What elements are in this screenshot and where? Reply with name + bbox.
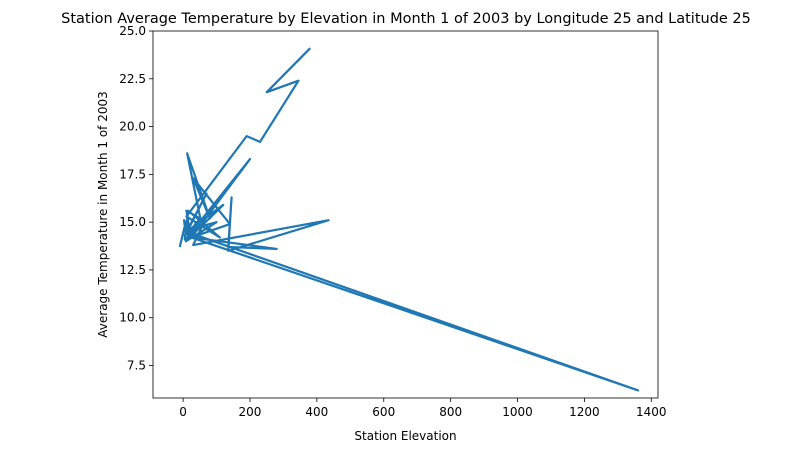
y-tick-label: 25.0 <box>119 24 146 38</box>
plot-frame <box>152 30 659 399</box>
y-tick-label: 10.0 <box>119 311 146 325</box>
series-line-1 <box>178 47 640 392</box>
chart-title: Station Average Temperature by Elevation… <box>61 11 751 27</box>
x-axis-label: Station Elevation <box>354 429 456 443</box>
x-tick-label: 1200 <box>569 405 600 419</box>
x-tick-label: 200 <box>239 405 262 419</box>
y-axis: 7.5 10.0 12.5 15.0 17.5 20.0 22.5 25.0 <box>119 24 153 373</box>
x-tick-label: 1000 <box>502 405 533 419</box>
y-tick-label: 12.5 <box>119 263 146 277</box>
y-tick-label: 17.5 <box>119 167 146 181</box>
x-tick-label: 600 <box>372 405 395 419</box>
y-tick-label: 20.0 <box>119 120 146 134</box>
x-tick-label: 400 <box>305 405 328 419</box>
x-axis: 0 200 400 600 800 1000 1200 1400 <box>179 398 667 419</box>
y-tick-label: 7.5 <box>127 359 146 373</box>
x-tick-label: 0 <box>179 405 187 419</box>
y-tick-label: 15.0 <box>119 215 146 229</box>
y-axis-label: Average Temperature in Month 1 of 2003 <box>96 91 110 337</box>
x-tick-label: 800 <box>439 405 462 419</box>
x-tick-label: 1400 <box>636 405 667 419</box>
plot-area <box>178 47 640 392</box>
y-tick-label: 22.5 <box>119 72 146 86</box>
